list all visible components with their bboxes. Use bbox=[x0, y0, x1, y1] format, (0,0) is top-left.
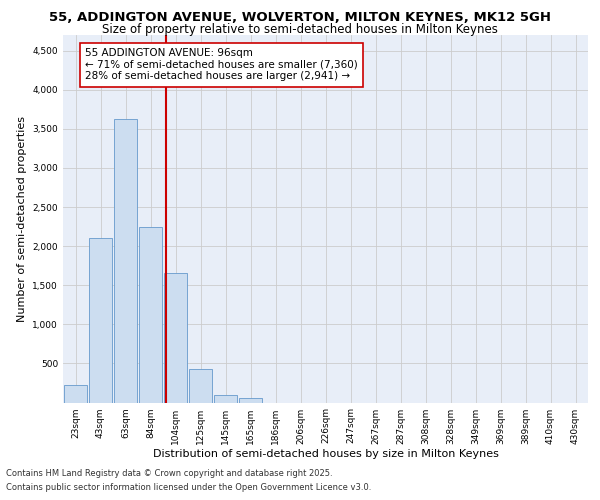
Bar bbox=[214, 394, 238, 402]
Bar bbox=[113, 120, 137, 403]
Y-axis label: Number of semi-detached properties: Number of semi-detached properties bbox=[17, 116, 27, 322]
Text: Size of property relative to semi-detached houses in Milton Keynes: Size of property relative to semi-detach… bbox=[102, 22, 498, 36]
Bar bbox=[188, 369, 212, 402]
Bar bbox=[239, 398, 262, 402]
Text: Contains HM Land Registry data © Crown copyright and database right 2025.: Contains HM Land Registry data © Crown c… bbox=[6, 469, 332, 478]
Text: 55, ADDINGTON AVENUE, WOLVERTON, MILTON KEYNES, MK12 5GH: 55, ADDINGTON AVENUE, WOLVERTON, MILTON … bbox=[49, 11, 551, 24]
Bar bbox=[139, 226, 163, 402]
X-axis label: Distribution of semi-detached houses by size in Milton Keynes: Distribution of semi-detached houses by … bbox=[152, 450, 499, 460]
Bar bbox=[164, 274, 187, 402]
Bar bbox=[64, 384, 88, 402]
Text: Contains public sector information licensed under the Open Government Licence v3: Contains public sector information licen… bbox=[6, 483, 371, 492]
Text: 55 ADDINGTON AVENUE: 96sqm
← 71% of semi-detached houses are smaller (7,360)
28%: 55 ADDINGTON AVENUE: 96sqm ← 71% of semi… bbox=[85, 48, 358, 82]
Bar bbox=[89, 238, 112, 402]
